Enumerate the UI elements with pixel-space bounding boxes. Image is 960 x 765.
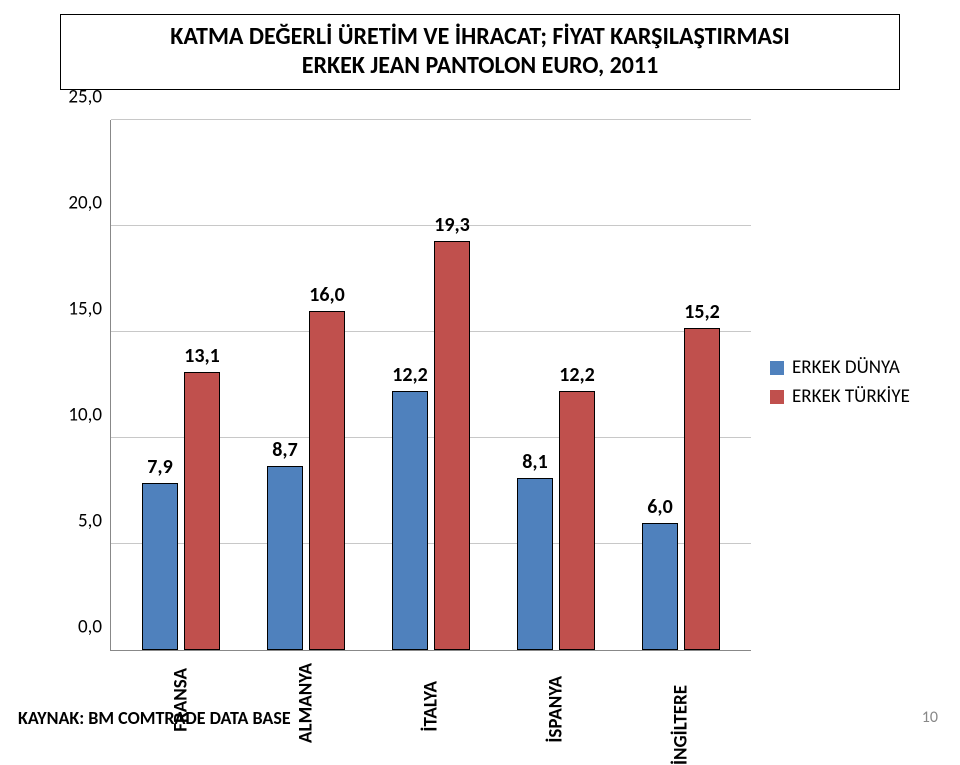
category-label: İTALYA <box>420 681 443 732</box>
title-box: KATMA DEĞERLİ ÜRETİM VE İHRACAT; FİYAT K… <box>60 14 900 90</box>
category-label: ALMANYA <box>295 663 318 743</box>
chart-bar-label: 12,2 <box>547 363 607 387</box>
chart: 7,913,1FRANSA8,716,0ALMANYA12,219,3İTALY… <box>30 120 930 675</box>
chart-bar-label: 16,0 <box>297 283 357 307</box>
category-label: İSPANYA <box>545 676 568 743</box>
chart-bar-label: 12,2 <box>380 363 440 387</box>
title-line-2: ERKEK JEAN PANTOLON EURO, 2011 <box>71 52 889 81</box>
y-tick-label: 15,0 <box>42 298 102 321</box>
legend-swatch <box>770 361 784 375</box>
y-tick-label: 25,0 <box>42 86 102 109</box>
chart-bar <box>184 372 220 650</box>
chart-bar-label: 7,9 <box>130 455 190 479</box>
chart-bar-label: 13,1 <box>172 344 232 368</box>
legend-swatch <box>770 390 784 404</box>
y-tick-label: 0,0 <box>42 616 102 639</box>
chart-bar-label: 8,1 <box>505 450 565 474</box>
y-tick-label: 5,0 <box>42 510 102 533</box>
y-tick-label: 10,0 <box>42 404 102 427</box>
chart-bar <box>642 523 678 650</box>
legend-item: ERKEK TÜRKİYE <box>770 385 940 408</box>
chart-gridline <box>111 331 751 332</box>
chart-bar-label: 8,7 <box>255 438 315 462</box>
category-label: İNGİLTERE <box>670 685 693 765</box>
chart-bar-label: 15,2 <box>672 300 732 324</box>
y-tick-label: 20,0 <box>42 192 102 215</box>
title-line-1: KATMA DEĞERLİ ÜRETİM VE İHRACAT; FİYAT K… <box>71 23 889 52</box>
source-text: KAYNAK: BM COMTRADE DATA BASE <box>18 707 291 729</box>
chart-bar <box>142 483 178 650</box>
page-number: 10 <box>922 708 938 727</box>
chart-bar <box>684 328 720 650</box>
chart-bar-label: 6,0 <box>630 495 690 519</box>
legend-text: ERKEK DÜNYA <box>792 356 900 379</box>
chart-plot: 7,913,1FRANSA8,716,0ALMANYA12,219,3İTALY… <box>110 120 751 651</box>
chart-bar <box>309 311 345 650</box>
chart-bar <box>392 391 428 650</box>
legend-text: ERKEK TÜRKİYE <box>792 385 910 408</box>
chart-bar <box>267 466 303 650</box>
chart-bar-label: 19,3 <box>422 213 482 237</box>
chart-gridline <box>111 119 751 120</box>
chart-bar <box>559 391 595 650</box>
chart-bar <box>434 241 470 650</box>
legend-item: ERKEK DÜNYA <box>770 356 940 379</box>
chart-bar <box>517 478 553 650</box>
chart-legend: ERKEK DÜNYA ERKEK TÜRKİYE <box>770 350 940 414</box>
